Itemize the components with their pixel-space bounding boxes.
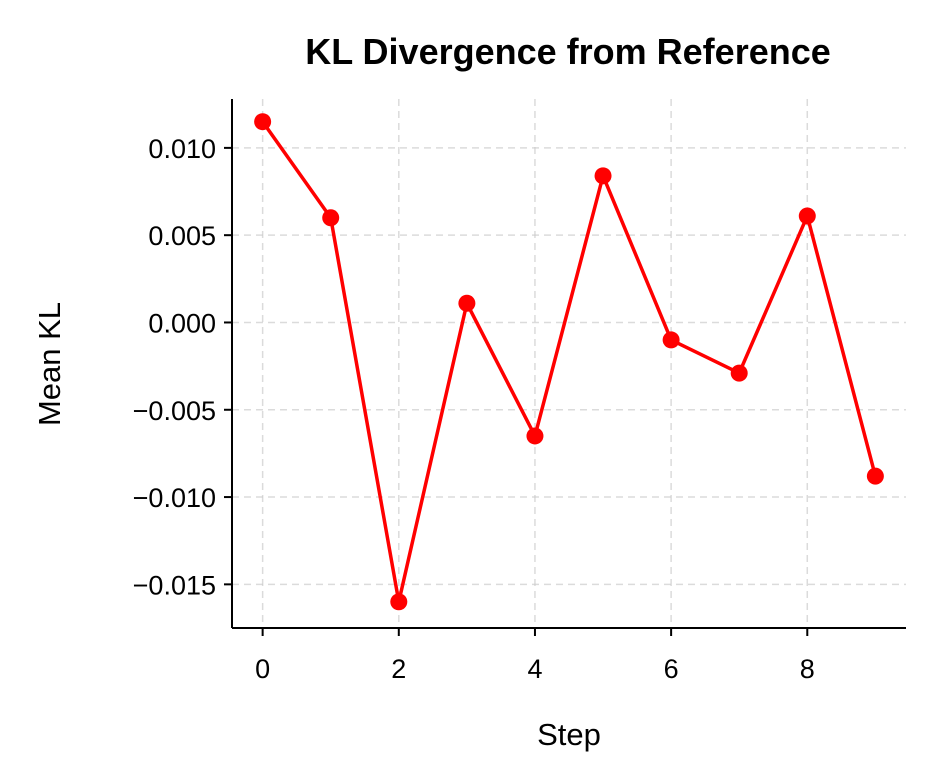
y-tick-label: 0.005 — [148, 221, 216, 251]
axes — [231, 99, 906, 629]
data-point — [322, 209, 340, 227]
grid-lines — [232, 99, 906, 628]
data-point — [526, 427, 544, 445]
y-tick-label: −0.015 — [133, 570, 216, 600]
chart-title: KL Divergence from Reference — [305, 31, 831, 72]
y-tick-label: −0.010 — [133, 483, 216, 513]
y-tick-label: 0.000 — [148, 308, 216, 338]
series-group — [254, 113, 884, 611]
data-point — [390, 593, 408, 611]
x-tick-label: 0 — [255, 654, 270, 684]
x-tick-label: 6 — [664, 654, 679, 684]
y-tick-label: 0.010 — [148, 134, 216, 164]
y-axis-label: Mean KL — [32, 302, 67, 426]
x-tick-label: 4 — [527, 654, 542, 684]
data-point — [594, 167, 612, 185]
y-ticks: −0.015 −0.010 −0.005 0.000 0.005 0.010 — [133, 134, 232, 600]
x-tick-label: 2 — [391, 654, 406, 684]
x-tick-label: 8 — [800, 654, 815, 684]
data-point — [458, 294, 476, 312]
series-line — [261, 120, 878, 604]
x-axis-label: Step — [537, 717, 601, 752]
data-point — [730, 364, 748, 382]
data-point — [798, 207, 816, 225]
x-ticks: 0 2 4 6 8 — [255, 628, 815, 684]
data-point — [254, 113, 272, 131]
data-point — [662, 331, 680, 349]
y-tick-label: −0.005 — [133, 396, 216, 426]
data-point — [866, 467, 884, 485]
